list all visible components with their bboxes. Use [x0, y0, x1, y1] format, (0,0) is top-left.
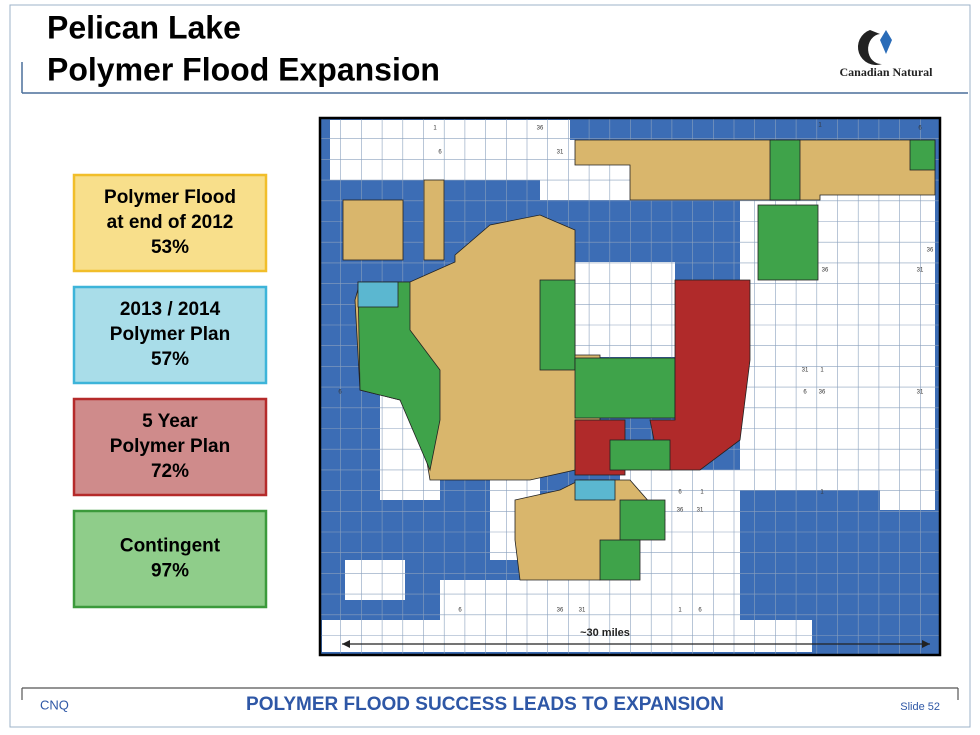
map-grid-labels: 1 6 36 31 1 6 36 31 36 31 1 6 36 31 6 1 6 36 31 1 6 36 31 1 6: [338, 123, 934, 614]
map-grid-label: 1: [433, 126, 437, 132]
map-grid-label: 6: [458, 608, 462, 614]
map: 1 6 36 31 1 6 36 31 36 31 1 6 36 31 6 1 6 36 31 1 6 36 31 1 6 ~3…: [318, 116, 942, 657]
map-grid-label: 31: [579, 608, 586, 614]
legend-percent: 97%: [151, 561, 189, 582]
map-grid-label: 31: [557, 150, 564, 156]
map-border: [318, 116, 942, 657]
map-grid-label: 1: [700, 490, 704, 496]
map-grid-label: 31: [917, 390, 924, 396]
map-grid-label: 1: [820, 368, 824, 374]
map-grid-label: 36: [822, 268, 829, 274]
legend-box: [72, 173, 268, 273]
map-grid-label: 36: [677, 508, 684, 514]
legend-box: [72, 509, 268, 609]
legend-line: Polymer Plan: [110, 324, 230, 345]
logo-mark: [857, 30, 882, 66]
footer-right: Slide 52: [900, 701, 940, 713]
title-line: Pelican Lake: [47, 9, 241, 45]
map-grid-label: 36: [927, 248, 934, 254]
map-grid-label: 6: [438, 150, 442, 156]
legend-line: 2013 / 2014: [120, 299, 221, 320]
map-regions: [342, 139, 936, 581]
legend-line: 5 Year: [142, 411, 198, 432]
footer-center: POLYMER FLOOD SUCCESS LEADS TO EXPANSION: [246, 694, 724, 715]
legend-line: Contingent: [120, 536, 221, 557]
footer-left: CNQ: [40, 697, 69, 712]
legend: Polymer Flood at end of 2012 53% 2013 / 201…: [72, 173, 268, 609]
map-grid-label: 6: [338, 390, 342, 396]
map-grid-label: 31: [802, 368, 809, 374]
legend-line: at end of 2012: [107, 212, 234, 233]
logo: Canadian Natural: [839, 30, 933, 79]
map-grid-label: 36: [537, 126, 544, 132]
slide-frame: [9, 4, 971, 728]
map-grid-label: 31: [917, 268, 924, 274]
map-grid-label: 31: [697, 508, 704, 514]
logo-text: Canadian Natural: [839, 65, 933, 79]
legend-line: Polymer Plan: [110, 436, 230, 457]
map-grid-label: 6: [918, 126, 922, 132]
scale-label: ~30 miles: [580, 627, 630, 639]
legend-percent: 72%: [151, 461, 189, 482]
map-grid-label: 6: [698, 608, 702, 614]
legend-percent: 53%: [151, 237, 189, 258]
map-grid-label: 1: [818, 123, 822, 129]
logo-leaf: [880, 30, 892, 54]
map-grid-label: 6: [678, 490, 682, 496]
map-grid-label: 1: [678, 608, 682, 614]
map-grid-label: 36: [819, 390, 826, 396]
map-grid-label: 1: [820, 490, 824, 496]
legend-box: [72, 285, 268, 385]
map-grid-label: 6: [803, 390, 807, 396]
legend-percent: 57%: [151, 349, 189, 370]
map-grid-label: 36: [557, 608, 564, 614]
title-line: Polymer Flood Expansion: [47, 51, 440, 87]
legend-line: Polymer Flood: [104, 187, 236, 208]
legend-box: [72, 397, 268, 497]
